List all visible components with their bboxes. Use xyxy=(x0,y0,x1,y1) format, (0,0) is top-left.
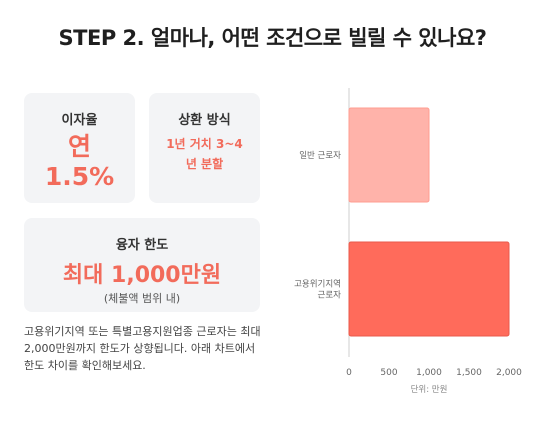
x-tick-label-3: 1,500 xyxy=(456,368,482,378)
category-label-1-1: 근로자 xyxy=(318,291,342,301)
loan-limit-label: 융자 한도 xyxy=(115,238,169,253)
repayment-line-1: 1년 거치 3~4 xyxy=(166,137,243,151)
page-title: STEP 2. 얼마나, 어떤 조건으로 빌릴 수 있나요? xyxy=(58,26,487,50)
x-axis-label: 단위: 만원 xyxy=(411,384,448,395)
repayment-card: 상환 방식 1년 거치 3~4 년 분할 xyxy=(149,93,260,203)
interest-rate-card: 이자율 연 1.5% xyxy=(24,93,135,203)
loan-limit-value: 최대 1,000만원 xyxy=(62,263,222,288)
interest-rate-value: 1.5% xyxy=(44,162,115,191)
x-tick-label-1: 500 xyxy=(380,368,397,378)
loan-limit-note: (체불액 범위 내) xyxy=(103,292,181,305)
interest-rate-label: 이자율 xyxy=(61,113,98,128)
limit-description: 고용위기지역 또는 특별고용지원업종 근로자는 최대 2,000만원까지 한도가… xyxy=(24,325,261,372)
category-label-0-0: 일반 근로자 xyxy=(299,150,341,161)
x-tick-label-4: 2,000 xyxy=(496,368,522,378)
loan-limit-card: 융자 한도 최대 1,000만원 (체불액 범위 내) xyxy=(24,218,260,312)
repayment-line-2: 년 분할 xyxy=(185,157,224,171)
bar-0 xyxy=(348,107,430,203)
x-tick-label-0: 0 xyxy=(346,368,352,378)
repayment-label: 상환 방식 xyxy=(178,113,231,128)
bar-1 xyxy=(348,241,510,337)
category-label-1-0: 고용위기지역 xyxy=(294,279,341,290)
interest-rate-prefix: 연 xyxy=(67,132,91,161)
x-tick-label-2: 1,000 xyxy=(416,368,442,378)
